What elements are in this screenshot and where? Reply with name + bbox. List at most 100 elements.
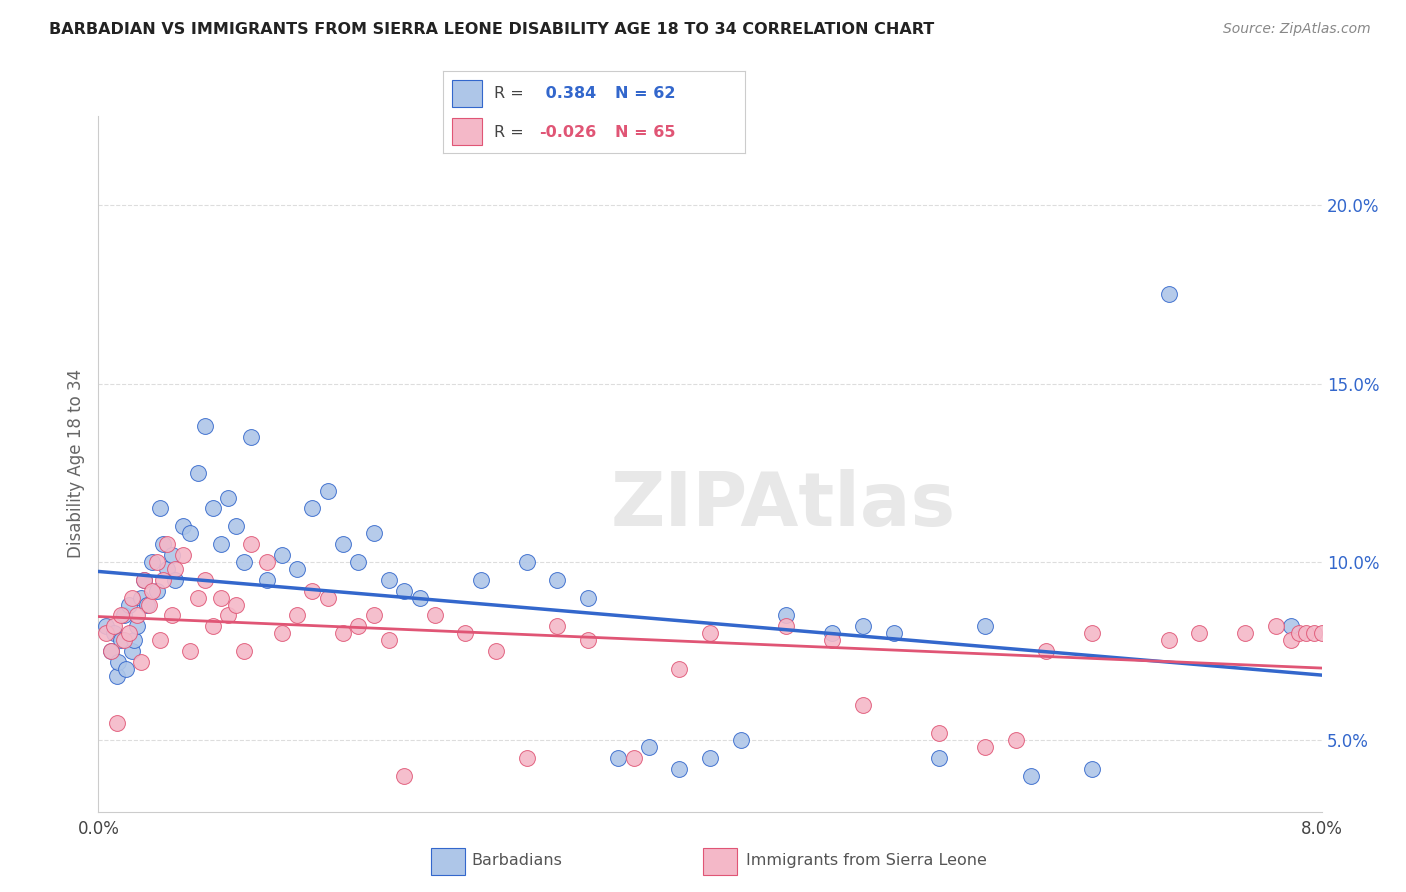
- Point: [115, 662, 138, 676]
- Point: [94, 626, 117, 640]
- Point: [172, 519, 194, 533]
- Point: [668, 762, 690, 776]
- Point: [576, 591, 599, 605]
- Y-axis label: Disability Age 18 to 34: Disability Age 18 to 34: [67, 369, 86, 558]
- Point: [209, 591, 232, 605]
- Point: [699, 751, 721, 765]
- Point: [1081, 626, 1104, 640]
- Point: [1157, 287, 1180, 301]
- Point: [668, 662, 690, 676]
- Point: [202, 619, 225, 633]
- Point: [145, 555, 167, 569]
- Point: [160, 608, 183, 623]
- FancyBboxPatch shape: [430, 848, 465, 875]
- Point: [821, 626, 844, 640]
- Point: [852, 619, 875, 633]
- Point: [485, 644, 508, 658]
- Point: [187, 591, 209, 605]
- Point: [316, 591, 339, 605]
- Point: [129, 591, 152, 605]
- Point: [347, 619, 370, 633]
- Point: [118, 598, 141, 612]
- Point: [129, 655, 152, 669]
- Point: [121, 591, 143, 605]
- Text: R =: R =: [495, 125, 529, 139]
- Point: [145, 583, 167, 598]
- Point: [852, 698, 875, 712]
- Text: BARBADIAN VS IMMIGRANTS FROM SIERRA LEONE DISABILITY AGE 18 TO 34 CORRELATION CH: BARBADIAN VS IMMIGRANTS FROM SIERRA LEON…: [49, 22, 935, 37]
- Point: [270, 626, 294, 640]
- Text: Immigrants from Sierra Leone: Immigrants from Sierra Leone: [747, 854, 987, 868]
- Point: [138, 598, 160, 612]
- Point: [638, 740, 661, 755]
- Point: [112, 608, 135, 623]
- Point: [94, 619, 117, 633]
- Point: [546, 619, 568, 633]
- Point: [546, 573, 568, 587]
- Text: N = 65: N = 65: [616, 125, 676, 139]
- Point: [160, 548, 183, 562]
- Point: [121, 644, 143, 658]
- Point: [194, 573, 217, 587]
- Point: [256, 555, 278, 569]
- Point: [301, 501, 323, 516]
- Point: [515, 751, 537, 765]
- Point: [209, 537, 232, 551]
- Point: [1004, 733, 1026, 747]
- Point: [179, 644, 201, 658]
- Point: [392, 583, 416, 598]
- Point: [240, 537, 263, 551]
- Point: [149, 501, 172, 516]
- Point: [232, 644, 254, 658]
- Point: [883, 626, 905, 640]
- Point: [821, 633, 844, 648]
- Text: R =: R =: [495, 86, 529, 101]
- Point: [141, 583, 163, 598]
- Text: Barbadians: Barbadians: [471, 854, 562, 868]
- Point: [163, 562, 186, 576]
- Point: [105, 715, 128, 730]
- Point: [125, 608, 148, 623]
- Point: [134, 573, 156, 587]
- Point: [1288, 626, 1310, 640]
- Point: [1157, 633, 1180, 648]
- Point: [1081, 762, 1104, 776]
- Point: [156, 537, 179, 551]
- Point: [392, 769, 416, 783]
- Point: [156, 562, 179, 576]
- Point: [134, 573, 156, 587]
- Point: [112, 633, 135, 648]
- Point: [217, 608, 239, 623]
- FancyBboxPatch shape: [451, 79, 482, 107]
- Point: [100, 644, 122, 658]
- Point: [1303, 626, 1326, 640]
- FancyBboxPatch shape: [703, 848, 737, 875]
- Point: [141, 555, 163, 569]
- Point: [1234, 626, 1257, 640]
- Text: 0.384: 0.384: [540, 86, 596, 101]
- Point: [408, 591, 430, 605]
- Point: [378, 633, 401, 648]
- Point: [225, 598, 247, 612]
- Point: [332, 626, 354, 640]
- Point: [125, 619, 148, 633]
- Point: [301, 583, 323, 598]
- Point: [378, 573, 401, 587]
- Point: [240, 430, 263, 444]
- Point: [149, 633, 172, 648]
- FancyBboxPatch shape: [451, 118, 482, 145]
- Point: [775, 619, 797, 633]
- Point: [699, 626, 721, 640]
- Point: [110, 608, 132, 623]
- Point: [974, 619, 997, 633]
- Point: [256, 573, 278, 587]
- Point: [1035, 644, 1057, 658]
- Point: [928, 751, 950, 765]
- Point: [1310, 626, 1333, 640]
- Point: [285, 562, 308, 576]
- Point: [775, 608, 797, 623]
- Point: [100, 644, 122, 658]
- Point: [179, 526, 201, 541]
- Point: [194, 419, 217, 434]
- Point: [363, 608, 385, 623]
